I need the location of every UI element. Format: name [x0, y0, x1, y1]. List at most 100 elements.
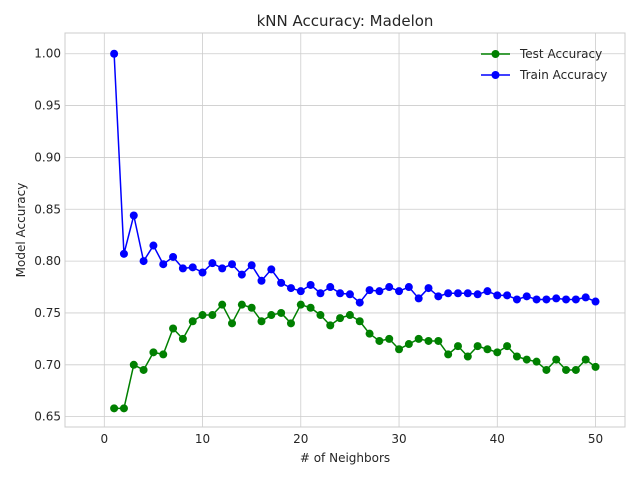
data-point: [463, 289, 472, 298]
data-point: [453, 342, 462, 351]
data-point: [326, 283, 335, 292]
data-point: [395, 345, 404, 354]
legend-marker: [491, 71, 500, 79]
data-point: [355, 298, 364, 307]
legend-item: Test Accuracy: [481, 47, 602, 61]
data-point: [267, 311, 276, 320]
legend-marker: [491, 50, 500, 58]
data-point: [228, 319, 237, 328]
data-point: [110, 404, 119, 413]
data-point: [119, 249, 128, 258]
data-point: [286, 284, 295, 293]
data-point: [424, 284, 433, 293]
data-point: [188, 317, 197, 326]
data-point: [149, 348, 158, 357]
y-tick-label: 0.65: [34, 410, 61, 424]
data-point: [139, 257, 148, 266]
data-point: [257, 276, 266, 285]
data-point: [247, 261, 256, 270]
data-point: [591, 362, 600, 371]
data-point: [178, 264, 187, 273]
grid: [65, 33, 625, 427]
x-tick-label: 30: [391, 432, 406, 446]
plot-frame: [64, 32, 626, 428]
data-point: [542, 365, 551, 374]
data-point: [316, 289, 325, 298]
data-point: [424, 336, 433, 345]
data-point: [178, 334, 187, 343]
data-point: [355, 317, 364, 326]
data-point: [316, 311, 325, 320]
legend-item: Train Accuracy: [481, 68, 607, 82]
data-point: [228, 260, 237, 269]
data-point: [512, 295, 521, 304]
data-point: [562, 365, 571, 374]
data-point: [552, 355, 561, 364]
data-point: [434, 336, 443, 345]
data-point: [571, 365, 580, 374]
data-point: [129, 360, 138, 369]
data-point: [444, 350, 453, 359]
data-point: [532, 357, 541, 366]
data-point: [385, 334, 394, 343]
data-point: [218, 300, 227, 309]
data-point: [119, 404, 128, 413]
y-axis-label: Model Accuracy: [14, 183, 28, 278]
series-1: [110, 49, 600, 307]
data-point: [503, 291, 512, 300]
x-tick-label: 20: [293, 432, 308, 446]
data-point: [414, 294, 423, 303]
data-point: [159, 350, 168, 359]
data-point: [198, 268, 207, 277]
x-tick-label: 50: [588, 432, 603, 446]
data-point: [375, 336, 384, 345]
data-point: [395, 287, 404, 296]
data-point: [218, 264, 227, 273]
data-point: [444, 289, 453, 298]
y-tick-label: 1.00: [34, 47, 61, 61]
data-point: [591, 297, 600, 306]
data-point: [532, 295, 541, 304]
data-point: [483, 287, 492, 296]
data-point: [247, 303, 256, 312]
y-tick-label: 0.95: [34, 99, 61, 113]
data-point: [198, 311, 207, 320]
legend-label: Test Accuracy: [519, 47, 602, 61]
data-point: [188, 263, 197, 272]
data-point: [453, 289, 462, 298]
data-point: [296, 287, 305, 296]
data-point: [503, 342, 512, 351]
data-point: [129, 211, 138, 220]
data-point: [552, 294, 561, 303]
y-tick-label: 0.70: [34, 358, 61, 372]
data-point: [493, 291, 502, 300]
data-point: [562, 295, 571, 304]
data-point: [149, 241, 158, 250]
series-line: [113, 53, 596, 304]
data-point: [159, 260, 168, 269]
y-tick-label: 0.85: [34, 202, 61, 216]
data-point: [542, 295, 551, 304]
data-point: [237, 270, 246, 279]
data-point: [306, 280, 315, 289]
data-point: [208, 311, 217, 320]
data-point: [277, 278, 286, 287]
data-point: [208, 259, 217, 268]
legend-label: Train Accuracy: [519, 68, 607, 82]
data-point: [286, 319, 295, 328]
data-point: [237, 300, 246, 309]
data-point: [512, 352, 521, 361]
data-point: [169, 252, 178, 261]
data-point: [522, 355, 531, 364]
x-axis-label: # of Neighbors: [300, 451, 390, 465]
y-tick-label: 0.90: [34, 150, 61, 164]
data-point: [365, 329, 374, 338]
data-point: [375, 287, 384, 296]
data-point: [473, 290, 482, 299]
series-line: [114, 303, 596, 410]
data-point: [522, 292, 531, 301]
data-point: [385, 283, 394, 292]
chart-title: kNN Accuracy: Madelon: [257, 12, 434, 30]
data-point: [404, 340, 413, 349]
